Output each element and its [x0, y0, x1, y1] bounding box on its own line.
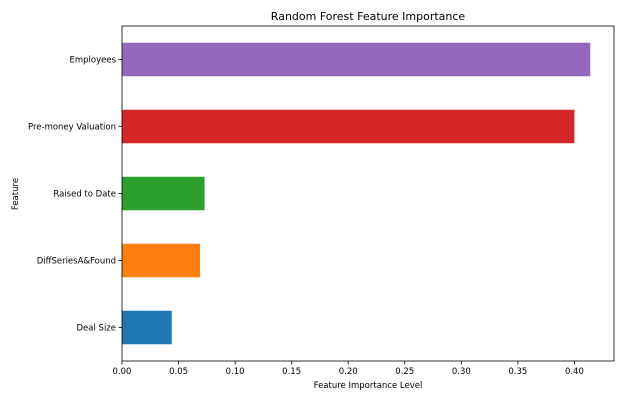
bar-deal-size — [122, 310, 172, 345]
x-ticks-group: 0.00 0.05 0.10 0.15 0.20 0.25 0.30 0.35 0.40 — [113, 361, 584, 377]
y-tick-label-employees: Employees — [69, 56, 116, 66]
x-tick-label: 0.05 — [169, 367, 188, 377]
y-tick-label-raised-to-date: Raised to Date — [53, 190, 116, 200]
x-tick-label: 0.15 — [282, 367, 301, 377]
x-tick-label: 0.25 — [395, 367, 414, 377]
x-axis-label: Feature Importance Level — [314, 381, 423, 391]
y-axis-label: Feature — [11, 178, 21, 210]
bars-group — [122, 42, 591, 345]
x-tick-label: 0.40 — [565, 367, 584, 377]
plot-frame — [121, 25, 615, 362]
y-ticks-group: Deal Size DiffSeriesA&Found Raised to Date… — [28, 56, 122, 334]
y-tick-label-deal-size: Deal Size — [77, 324, 117, 334]
y-tick-label-diffseriesa-found: DiffSeriesA&Found — [37, 257, 116, 267]
bar-pre-money-valuation — [122, 109, 575, 144]
x-tick-label: 0.10 — [226, 367, 245, 377]
x-tick-label: 0.30 — [452, 367, 471, 377]
bar-raised-to-date — [122, 176, 205, 211]
chart-title: Random Forest Feature Importance — [271, 10, 466, 23]
x-tick-label: 0.35 — [508, 367, 527, 377]
bar-employees — [122, 42, 591, 77]
y-tick-label-pre-money-valuation: Pre-money Valuation — [28, 123, 116, 133]
x-tick-label: 0.20 — [339, 367, 358, 377]
x-tick-label: 0.00 — [113, 367, 132, 377]
bar-diffseriesa-found — [122, 243, 201, 278]
